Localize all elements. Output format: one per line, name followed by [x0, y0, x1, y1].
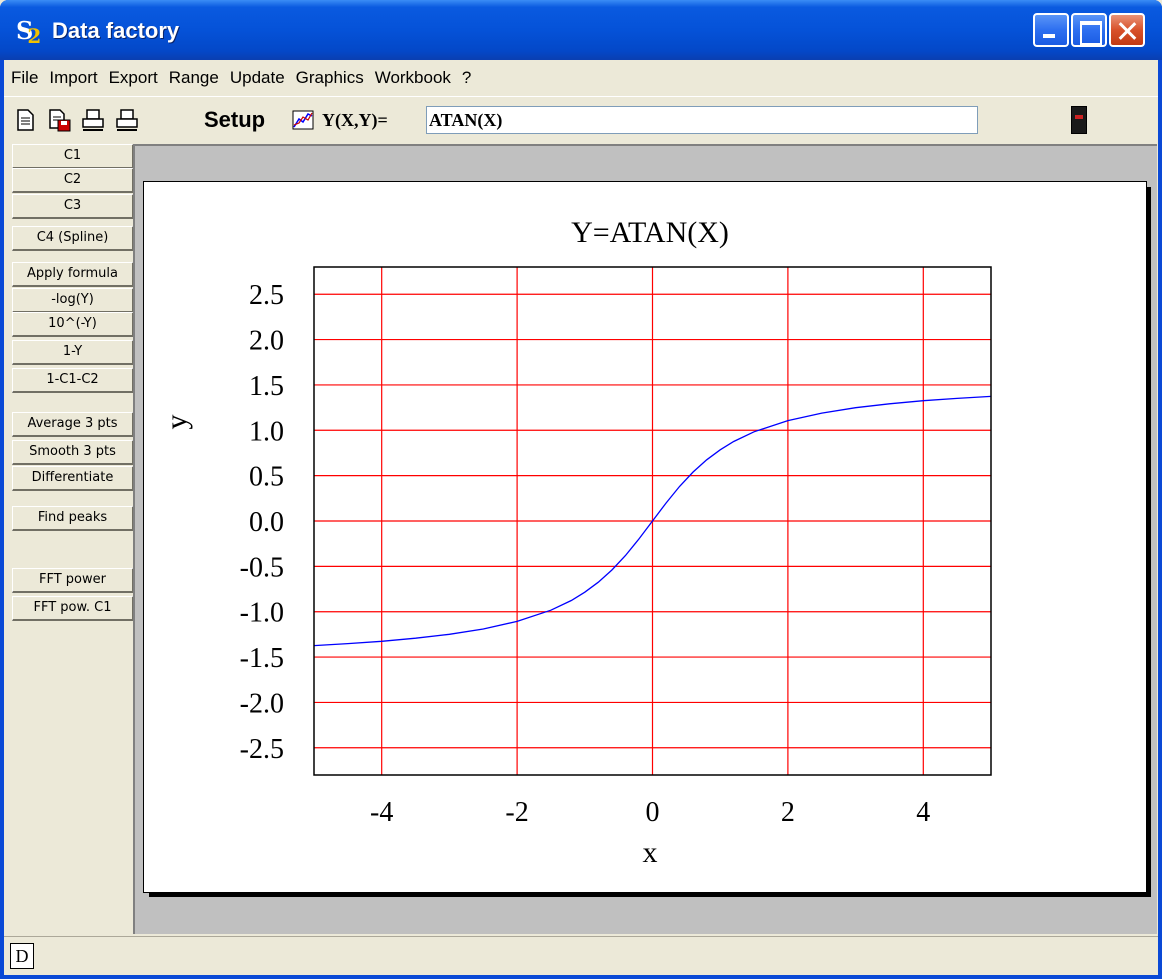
menu-bar: File Import Export Range Update Graphics…	[4, 60, 1158, 96]
apply-formula-button[interactable]: Apply formula	[12, 262, 134, 287]
graph-page: Y=ATAN(X) -4 -2 0 2 4 2.5 2.0 1.5 1.0 0.5 0.0 -0.5-…	[143, 181, 1147, 893]
formula-input[interactable]	[426, 106, 978, 134]
x-tick-label: 2	[781, 797, 795, 828]
print-setup-icon[interactable]	[114, 107, 140, 133]
menu-graphics[interactable]: Graphics	[295, 68, 364, 87]
setup-button[interactable]: Setup	[204, 107, 266, 132]
chart-title: Y=ATAN(X)	[571, 216, 729, 249]
menu-help[interactable]: ?	[461, 68, 472, 87]
ten-pow-neg-y-button[interactable]: 10^(-Y)	[12, 312, 134, 337]
app-icon-2: 2	[27, 24, 42, 48]
menu-export[interactable]: Export	[108, 68, 158, 87]
maximize-button[interactable]	[1071, 13, 1107, 47]
new-document-icon[interactable]	[12, 107, 38, 133]
y-tick-label: -2.5	[240, 734, 284, 765]
neg-log-y-button[interactable]: -log(Y)	[12, 288, 134, 313]
y-tick-label: -0.5	[240, 552, 284, 583]
x-tick-label: 0	[646, 797, 660, 828]
menu-import[interactable]: Import	[49, 68, 98, 87]
window-title: Data factory	[52, 18, 180, 43]
c2-button[interactable]: C2	[12, 168, 134, 193]
x-tick-label: 4	[916, 797, 930, 828]
c3-button[interactable]: C3	[12, 194, 134, 219]
status-d-button[interactable]: D	[10, 943, 34, 969]
title-bar[interactable]: S2 Data factory	[0, 0, 1162, 60]
tick-labels: -4 -2 0 2 4 2.5 2.0 1.5 1.0 0.5 0.0 -0.5 -1.0 -1.5 -2.…	[240, 280, 931, 828]
x-tick-label: -4	[370, 797, 393, 828]
smooth-3-pts-button[interactable]: Smooth 3 pts	[12, 440, 134, 465]
fft-power-button[interactable]: FFT power	[12, 568, 134, 593]
fft-pow-c1-button[interactable]: FFT pow. C1	[12, 596, 134, 621]
close-button[interactable]	[1109, 13, 1145, 47]
y-tick-label: -2.0	[240, 688, 284, 719]
one-minus-y-button[interactable]: 1-Y	[12, 340, 134, 365]
print-icon[interactable]	[80, 107, 106, 133]
y-axis-label: y	[160, 415, 193, 430]
y-tick-label: 0.0	[249, 507, 284, 538]
client-area: File Import Export Range Update Graphics…	[4, 60, 1158, 975]
x-tick-label: -2	[505, 797, 528, 828]
find-peaks-button[interactable]: Find peaks	[12, 506, 134, 531]
status-bar: D	[4, 936, 1158, 975]
app-icon-s: S	[16, 16, 34, 45]
plot-frame	[313, 266, 992, 776]
y-tick-label: -1.5	[240, 643, 284, 674]
grid	[314, 267, 991, 775]
menu-workbook[interactable]: Workbook	[374, 68, 451, 87]
c4-spline-button[interactable]: C4 (Spline)	[12, 226, 134, 251]
y-tick-label: 0.5	[249, 462, 284, 493]
series	[313, 395, 992, 647]
c1-button[interactable]: C1	[12, 144, 134, 169]
app-icon[interactable]: S2	[16, 16, 44, 49]
differentiate-button[interactable]: Differentiate	[12, 466, 134, 491]
exit-door-icon[interactable]	[1071, 106, 1087, 134]
y-tick-label: 2.5	[249, 280, 284, 311]
chart: Y=ATAN(X) -4 -2 0 2 42.52.01.51.00.50.0-0.5-…	[160, 216, 992, 869]
y-tick-label: 2.0	[249, 326, 284, 357]
toolbar: Setup Y(X,Y)=	[4, 96, 1158, 142]
x-axis-label: x	[643, 836, 658, 869]
y-tick-label: 1.0	[249, 416, 284, 447]
y-tick-label: -1.0	[240, 598, 284, 629]
minimize-button[interactable]	[1033, 13, 1069, 47]
menu-file[interactable]: File	[11, 68, 39, 87]
menu-range[interactable]: Range	[168, 68, 219, 87]
one-minus-c1-c2-button[interactable]: 1-C1-C2	[12, 368, 134, 393]
formula-label: Y(X,Y)=	[322, 110, 388, 130]
graph-icon[interactable]	[290, 107, 316, 133]
save-document-icon[interactable]	[46, 107, 72, 133]
menu-update[interactable]: Update	[229, 68, 285, 87]
average-3-pts-button[interactable]: Average 3 pts	[12, 412, 134, 437]
series-line	[313, 395, 992, 647]
y-tick-label: 1.5	[249, 371, 284, 402]
